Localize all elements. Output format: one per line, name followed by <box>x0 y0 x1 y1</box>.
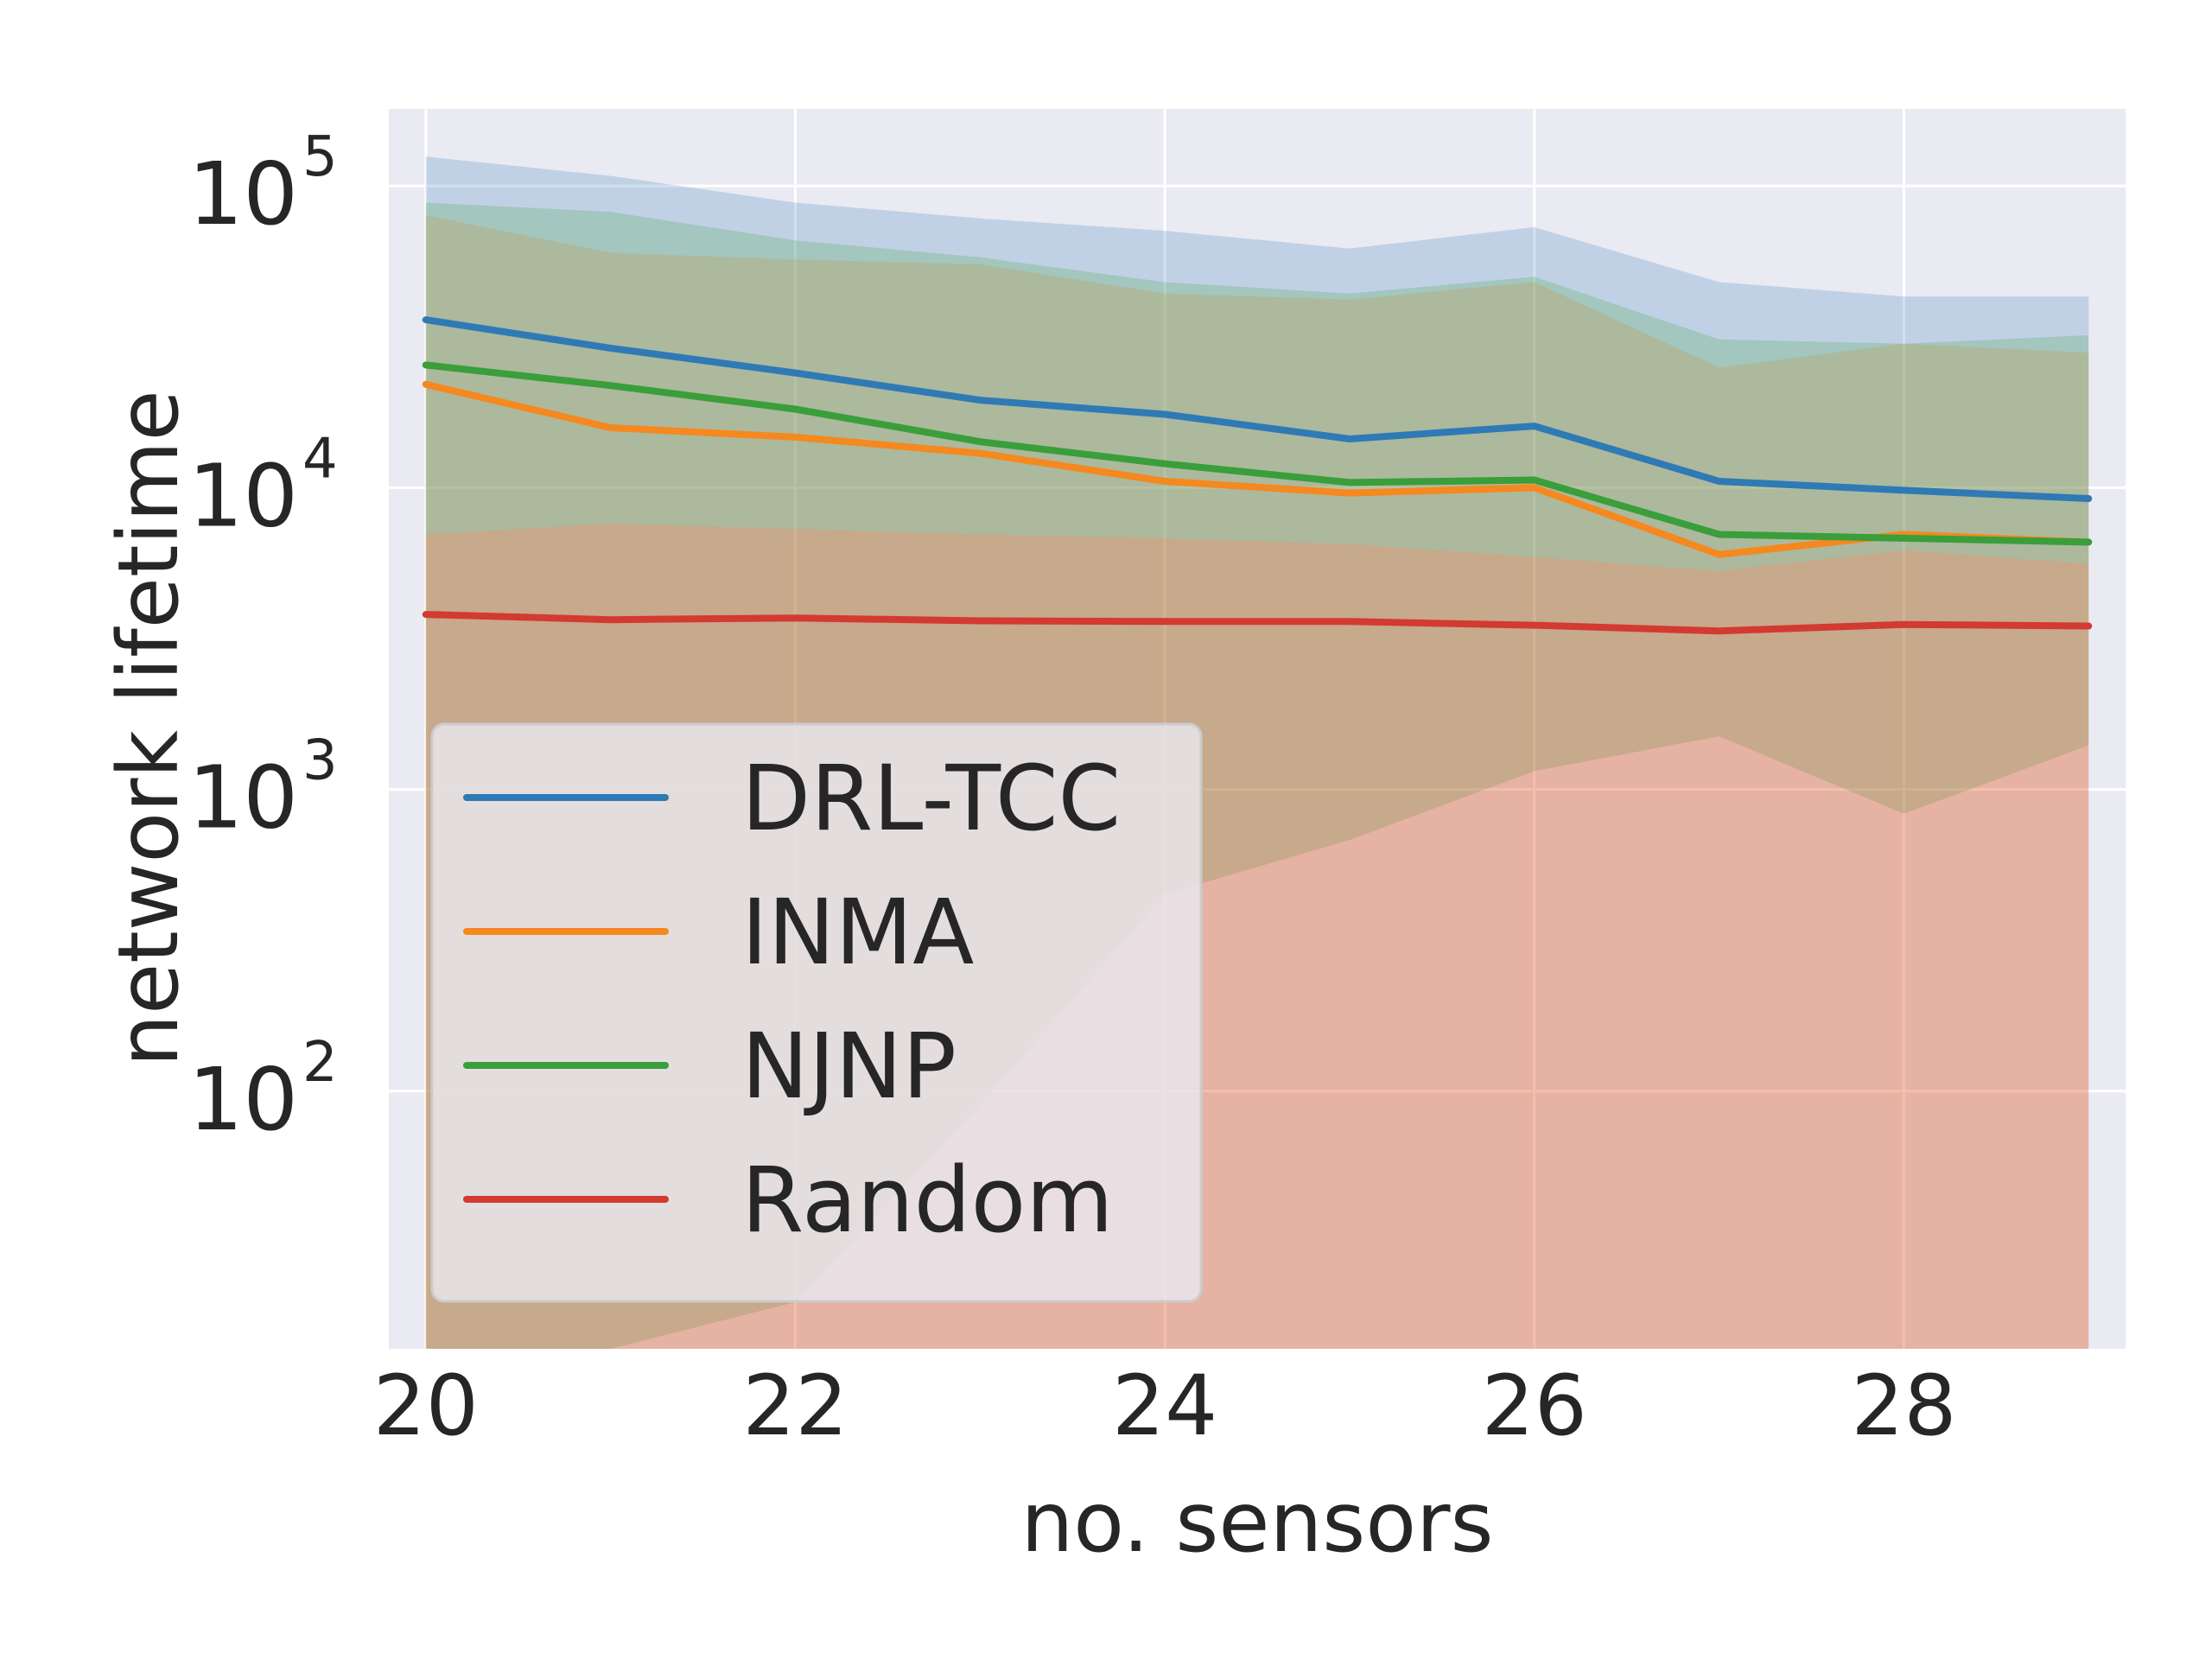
x-tick-label-22: 22 <box>742 1357 848 1454</box>
y-tick-label-100000: 10 5 <box>188 125 338 245</box>
series-line-inma <box>422 380 2093 558</box>
legend-label: Random <box>741 1147 1114 1253</box>
y-tick-label-1000: 10 3 <box>188 729 338 849</box>
legend-item-inma: INMA <box>463 880 974 985</box>
legend-label: DRL-TCC <box>741 746 1121 851</box>
x-tick-label-24: 24 <box>1112 1357 1217 1454</box>
x-tick-label-28: 28 <box>1851 1357 1956 1454</box>
series-line-njnp <box>422 361 2093 546</box>
legend-box <box>430 722 1203 1303</box>
x-axis-label: no. sensors <box>1020 1474 1493 1571</box>
y-tick-exponent: 3 <box>302 729 338 793</box>
legend-label: NJNP <box>741 1014 957 1119</box>
series-lines <box>422 316 2093 635</box>
y-tick-label-100: 10 2 <box>188 1031 338 1150</box>
legend: DRL-TCC INMA NJNP Random <box>430 722 1203 1303</box>
y-tick-base: 10 <box>188 747 298 849</box>
legend-item-njnp: NJNP <box>463 1014 957 1119</box>
series-line-drl-tcc <box>422 316 2093 502</box>
legend-item-random: Random <box>463 1147 1114 1253</box>
x-tick-labels: 20 22 24 26 28 <box>373 1357 1957 1454</box>
y-tick-exponent: 4 <box>302 427 338 491</box>
y-tick-exponent: 2 <box>302 1031 338 1095</box>
legend-item-drl-tcc: DRL-TCC <box>463 746 1121 851</box>
y-tick-base: 10 <box>188 445 298 546</box>
x-tick-label-26: 26 <box>1482 1357 1587 1454</box>
y-tick-exponent: 5 <box>302 125 338 189</box>
y-axis-label: network lifetime <box>100 390 197 1066</box>
y-tick-base: 10 <box>188 1049 298 1150</box>
legend-label: INMA <box>741 880 974 985</box>
x-tick-label-20: 20 <box>373 1357 479 1454</box>
y-tick-label-10000: 10 4 <box>188 427 338 546</box>
series-line-random <box>422 611 2093 635</box>
y-tick-base: 10 <box>188 143 298 245</box>
